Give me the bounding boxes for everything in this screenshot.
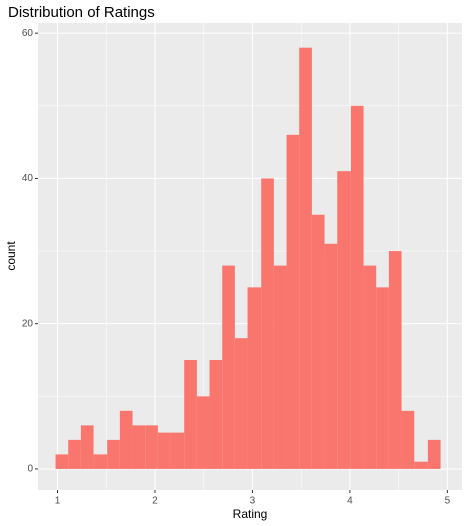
bar: [234, 338, 248, 469]
y-tick-label: 20: [22, 318, 34, 329]
y-tick-label: 60: [22, 28, 34, 39]
bar: [157, 432, 171, 469]
bar: [401, 410, 415, 469]
chart-title: Distribution of Ratings: [8, 4, 155, 21]
bar: [388, 251, 402, 469]
bar: [119, 410, 133, 469]
bar: [273, 265, 287, 469]
bar: [363, 265, 377, 469]
x-tick-label: 2: [152, 496, 158, 507]
x-tick-label: 5: [445, 496, 451, 507]
bar: [261, 178, 274, 469]
bar: [107, 439, 120, 469]
bar: [196, 396, 210, 469]
bar: [299, 47, 312, 469]
bar: [286, 134, 300, 469]
bar: [93, 454, 108, 469]
bar: [337, 171, 351, 469]
bar: [80, 425, 94, 469]
bar: [414, 461, 428, 469]
bar: [132, 425, 146, 469]
x-axis-title: Rating: [233, 507, 268, 521]
x-tick-label: 1: [55, 496, 61, 507]
bar: [376, 287, 389, 469]
bar: [247, 287, 262, 469]
bar: [55, 454, 69, 469]
y-tick-label: 0: [27, 464, 33, 475]
bar: [170, 432, 185, 469]
x-tick-label: 3: [250, 496, 256, 507]
bar: [324, 243, 338, 469]
bar: [145, 425, 158, 469]
y-axis-title: count: [4, 241, 18, 271]
bar: [222, 265, 235, 469]
y-tick-label: 40: [22, 173, 34, 184]
x-tick-label: 4: [347, 496, 353, 507]
bar: [184, 359, 197, 469]
bar: [427, 439, 441, 469]
bar: [311, 214, 325, 469]
bar: [350, 105, 364, 469]
bar: [68, 439, 81, 469]
bar: [209, 359, 223, 469]
